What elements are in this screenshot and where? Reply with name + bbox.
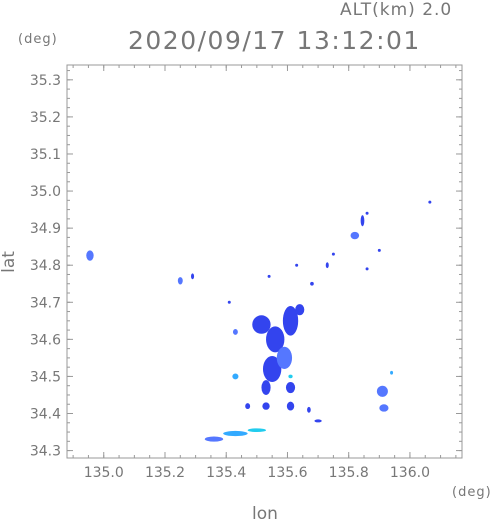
x-tick-label: 135.8 bbox=[329, 465, 369, 481]
y-tick-label: 35.3 bbox=[30, 73, 61, 89]
echo-cell bbox=[177, 277, 183, 285]
y-tick-label: 34.3 bbox=[30, 444, 61, 460]
echo-cell bbox=[223, 430, 248, 437]
echo-cell bbox=[232, 328, 238, 335]
echo-cell bbox=[267, 274, 271, 278]
echo-cell bbox=[285, 381, 296, 394]
y-tick-label: 35.2 bbox=[30, 110, 61, 126]
echo-cell bbox=[262, 356, 282, 382]
y-tick-label: 35.0 bbox=[30, 184, 61, 200]
echo-cell bbox=[331, 252, 335, 256]
y-tick-label: 34.5 bbox=[30, 369, 61, 385]
y-tick-label: 34.4 bbox=[30, 407, 61, 423]
x-tick-label: 135.4 bbox=[206, 465, 246, 481]
echo-cell bbox=[365, 267, 369, 271]
echo-cell bbox=[232, 373, 239, 380]
y-tick-label: 35.1 bbox=[30, 147, 61, 163]
echo-cell bbox=[191, 273, 195, 280]
echo-cell bbox=[286, 401, 295, 411]
echo-cell bbox=[252, 315, 271, 334]
echo-cell bbox=[204, 436, 224, 442]
echo-cell bbox=[307, 406, 311, 413]
echo-cell bbox=[276, 346, 293, 370]
x-tick-label: 135.0 bbox=[84, 465, 124, 481]
lat-unit-label: (deg) bbox=[18, 32, 58, 47]
echo-cell bbox=[266, 326, 285, 353]
echo-cell bbox=[295, 304, 305, 316]
echo-cell bbox=[428, 200, 432, 204]
echo-cell bbox=[295, 263, 299, 267]
echo-layer bbox=[86, 200, 432, 442]
echo-cell bbox=[261, 380, 271, 395]
y-tick-label: 34.9 bbox=[30, 221, 61, 237]
echo-cell bbox=[227, 300, 231, 304]
y-tick-label: 34.7 bbox=[30, 295, 61, 311]
echo-cell bbox=[314, 419, 322, 423]
y-tick-label: 34.8 bbox=[30, 258, 61, 274]
echo-cell bbox=[288, 374, 293, 379]
timestamp-title: 2020/09/17 13:12:01 bbox=[128, 26, 421, 55]
x-axis-label: lon bbox=[252, 504, 278, 524]
echo-cell bbox=[282, 305, 299, 336]
x-tick-label: 135.2 bbox=[145, 465, 185, 481]
echo-cell bbox=[360, 215, 365, 227]
echo-cell bbox=[350, 231, 360, 240]
echo-cell bbox=[245, 403, 251, 410]
echo-cell bbox=[262, 402, 270, 410]
plot-frame bbox=[66, 64, 463, 459]
echo-cell bbox=[310, 281, 314, 286]
y-tick-label: 34.6 bbox=[30, 332, 61, 348]
echo-cell bbox=[325, 262, 329, 269]
echo-cell bbox=[379, 404, 389, 412]
echo-cell bbox=[365, 211, 369, 215]
echo-cell bbox=[247, 428, 267, 433]
tick-marks bbox=[67, 65, 462, 458]
altitude-label: ALT(km) 2.0 bbox=[340, 0, 453, 20]
echo-cell bbox=[377, 248, 381, 252]
x-tick-label: 136.0 bbox=[390, 465, 430, 481]
echo-cell bbox=[390, 370, 394, 375]
echo-cell bbox=[86, 250, 94, 261]
tick-labels: 135.0 135.2 135.4 135.6 135.8 136.0 34.3 34.4 34… bbox=[30, 73, 430, 481]
echo-cell bbox=[376, 385, 388, 397]
x-tick-label: 135.6 bbox=[267, 465, 307, 481]
lon-unit-label: (deg) bbox=[452, 485, 491, 500]
